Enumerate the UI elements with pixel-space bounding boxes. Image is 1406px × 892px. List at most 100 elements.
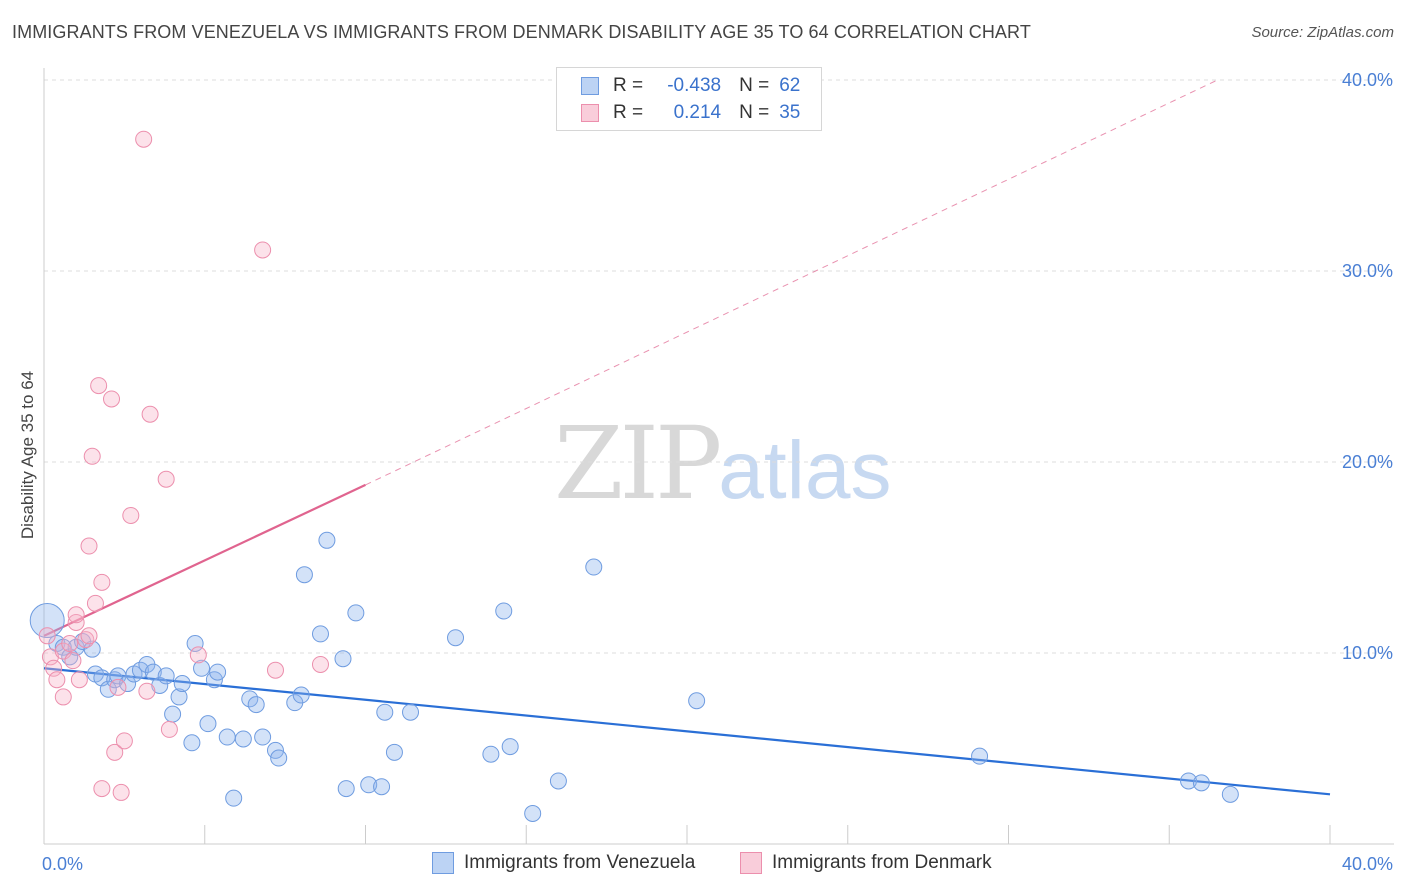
denmark-point [45, 659, 63, 677]
denmark-point [54, 688, 72, 706]
venezuela-point [83, 640, 101, 658]
n-label: N = [739, 75, 770, 96]
denmark-point [106, 743, 124, 761]
legend-label: Immigrants from Venezuela [464, 852, 696, 873]
watermark-atlas: atlas [718, 425, 892, 516]
n-value: 35 [779, 102, 801, 123]
stats-row-denmark: R = 0.214 N = 35 [581, 100, 800, 126]
venezuela-point [360, 776, 378, 794]
venezuela-point [119, 675, 137, 693]
venezuela-point [1221, 785, 1239, 803]
n-label: N = [739, 102, 770, 123]
venezuela-point [501, 738, 519, 756]
y-tick-label: 30.0% [1342, 261, 1393, 281]
venezuela-point [270, 749, 288, 767]
venezuela-point [295, 566, 313, 584]
venezuela-point [385, 743, 403, 761]
tick-labels: 10.0% 20.0% 30.0% 40.0% 0.0% 40.0% [42, 70, 1393, 874]
r-value: 0.214 [673, 102, 722, 123]
venezuela-point [234, 730, 252, 748]
watermark-zip: ZIP [554, 405, 722, 522]
denmark-point [266, 661, 284, 679]
venezuela-point [337, 780, 355, 798]
venezuela-point [524, 804, 542, 822]
venezuela-point [347, 604, 365, 622]
venezuela-point [164, 705, 182, 723]
venezuela-point [402, 703, 420, 721]
venezuela-point [157, 667, 175, 685]
denmark-point [90, 377, 108, 395]
denmark-point [109, 678, 127, 696]
venezuela-point [971, 747, 989, 765]
venezuela-point [193, 659, 211, 677]
r-label: R = [613, 75, 644, 96]
r-label: R = [613, 102, 644, 123]
denmark-point [64, 652, 82, 670]
venezuela-point [447, 629, 465, 647]
denmark-point [80, 627, 98, 645]
venezuela-point [29, 603, 65, 639]
venezuela-point [254, 728, 272, 746]
denmark-swatch-icon [581, 104, 599, 122]
denmark-point [254, 241, 272, 259]
denmark-point [135, 130, 153, 148]
venezuela-point [376, 703, 394, 721]
denmark-point [67, 606, 85, 624]
denmark-point [157, 470, 175, 488]
venezuela-point [318, 531, 336, 549]
denmark-point [61, 634, 79, 652]
venezuela-point [218, 728, 236, 746]
venezuela-point [241, 690, 259, 708]
venezuela-point [585, 558, 603, 576]
denmark-point [93, 573, 111, 591]
denmark-point [70, 671, 88, 689]
venezuela-point [292, 686, 310, 704]
venezuela-point [170, 688, 188, 706]
venezuela-point [311, 625, 329, 643]
trendline [43, 483, 366, 637]
venezuela-point [495, 602, 513, 620]
denmark-point [103, 390, 121, 408]
stats-box: R = -0.438 N = 62 R = 0.214 N = 35 [556, 67, 822, 131]
denmark-point [38, 627, 56, 645]
chart-title: IMMIGRANTS FROM VENEZUELA VS IMMIGRANTS … [12, 22, 1031, 42]
venezuela-point [173, 675, 191, 693]
denmark-point [160, 720, 178, 738]
denmark-point [115, 732, 133, 750]
venezuela-point [334, 650, 352, 668]
data-points [29, 130, 1239, 822]
venezuela-point [247, 696, 265, 714]
x-tick-label: 0.0% [42, 854, 83, 874]
venezuela-point [373, 778, 391, 796]
y-tick-label: 40.0% [1342, 70, 1393, 90]
denmark-point [122, 506, 140, 524]
legend-label: Immigrants from Denmark [772, 852, 992, 873]
venezuela-point [183, 734, 201, 752]
venezuela-point [482, 745, 500, 763]
venezuela-point [1180, 772, 1198, 790]
source-label: Source: ZipAtlas.com [1251, 24, 1394, 41]
denmark-point [80, 537, 98, 555]
denmark-point [141, 405, 159, 423]
venezuela-point [209, 663, 227, 681]
venezuela-swatch-icon [581, 77, 599, 95]
trendlines [43, 79, 1331, 796]
gridlines [44, 79, 1394, 654]
denmark-point [138, 682, 156, 700]
denmark-point [112, 783, 130, 801]
venezuela-point [688, 692, 706, 710]
r-value: -0.438 [667, 75, 722, 96]
y-tick-label: 20.0% [1342, 452, 1393, 472]
denmark-point [189, 646, 207, 664]
legend-item-venezuela: Immigrants from Venezuela [432, 852, 695, 874]
y-tick-label: 10.0% [1342, 643, 1393, 663]
denmark-point [93, 780, 111, 798]
venezuela-point [225, 789, 243, 807]
venezuela-point [131, 661, 149, 679]
axes [43, 68, 1394, 845]
venezuela-point [186, 634, 204, 652]
x-tick-label: 40.0% [1342, 854, 1393, 874]
denmark-point [48, 671, 66, 689]
watermark: ZIPatlas [554, 405, 892, 522]
